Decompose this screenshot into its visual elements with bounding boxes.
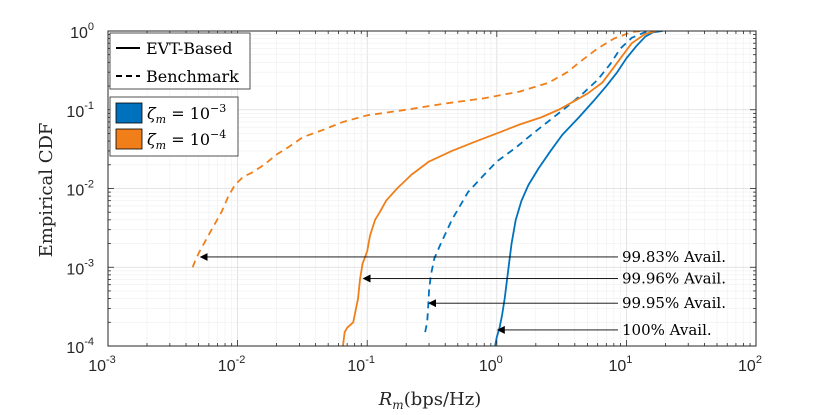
legend-style-box	[109, 32, 251, 90]
y-axis-label: Empirical CDF	[36, 123, 57, 258]
legend-zeta-4-label: ζm = 10−4	[147, 128, 226, 152]
x-tick-label: 10-1	[347, 354, 375, 375]
legend-benchmark-label: Benchmark	[146, 67, 239, 86]
y-tick-label: 10-2	[66, 179, 94, 200]
tick-marks	[107, 30, 757, 347]
legend-zeta-3-label: ζm = 10−3	[147, 102, 226, 126]
annotations: 99.83% Avail. 99.96% Avail. 99.95% Avail. 1…	[199, 248, 726, 339]
y-tick-label: 10-1	[66, 100, 94, 121]
annotation-label: 99.96% Avail.	[622, 269, 726, 287]
legend-swatch-blue	[115, 102, 143, 124]
x-tick-labels: 10-3 10-2 10-1 100 101 102	[88, 354, 762, 375]
annotation-label: 100% Avail.	[622, 321, 712, 339]
series-line-benchmark-zeta-4	[191, 31, 642, 268]
x-tick-label: 102	[738, 354, 762, 375]
y-tick-label: 10-3	[66, 257, 94, 278]
series-line-evt-zeta-3	[494, 31, 663, 346]
x-axis-label: Rm(bps/Hz)	[378, 389, 482, 412]
annotation-label: 99.83% Avail.	[622, 248, 726, 266]
y-tick-label: 10-4	[66, 336, 94, 357]
x-tick-label: 101	[608, 354, 632, 375]
x-tick-label: 10-2	[218, 354, 246, 375]
x-tick-label: 100	[479, 354, 503, 375]
legend-color: ζm = 10−3 ζm = 10−4	[109, 96, 239, 157]
series-line-evt-zeta-4	[342, 31, 657, 346]
series-line-benchmark-zeta-3	[424, 31, 660, 333]
x-tick-label: 10-3	[88, 354, 116, 375]
annotation-label: 99.95% Avail.	[622, 294, 726, 312]
legend-evt-label: EVT-Based	[146, 39, 232, 58]
series-group	[191, 31, 663, 346]
legend-style: EVT-Based Benchmark	[109, 32, 251, 90]
y-tick-label: 100	[70, 21, 94, 42]
y-tick-labels: 10-4 10-3 10-2 10-1 100	[66, 21, 94, 357]
legend-swatch-orange	[115, 128, 143, 150]
